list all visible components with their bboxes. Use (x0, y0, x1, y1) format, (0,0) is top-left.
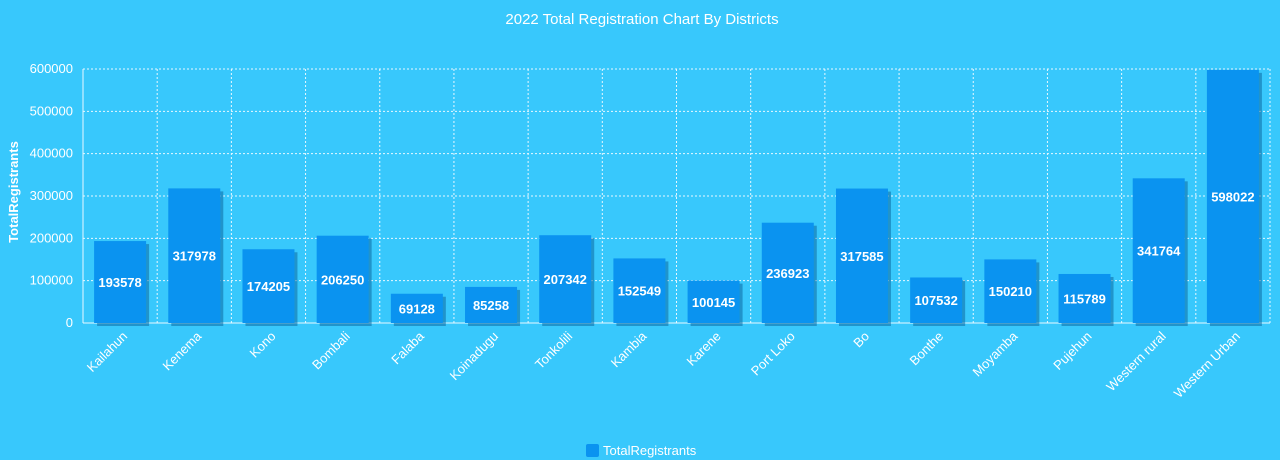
bar-value-label: 317585 (840, 249, 883, 264)
bar[interactable] (539, 235, 592, 323)
x-tick-label: Kailahun (84, 329, 130, 375)
bars: 193578 317978 174205 206250 69128 85258 207342… (94, 69, 1262, 326)
x-tick-label: Bombali (309, 328, 353, 372)
bar[interactable] (910, 277, 963, 323)
bar[interactable] (1206, 69, 1259, 323)
bar-value-label: 207342 (544, 272, 587, 287)
x-tick-label: Tonkolili (532, 328, 575, 371)
bar-value-label: 341764 (1137, 244, 1181, 259)
y-tick-label: 200000 (30, 230, 73, 245)
bar-value-label: 598022 (1211, 189, 1254, 204)
bar-value-label: 115789 (1063, 291, 1106, 306)
bar[interactable] (242, 249, 295, 323)
bar[interactable] (761, 222, 814, 323)
x-tick-label: Moyamba (969, 328, 1021, 380)
bar[interactable] (613, 258, 666, 323)
x-tick-label: Bo (850, 329, 872, 351)
bar-value-label: 174205 (247, 279, 290, 294)
bar-value-label: 206250 (321, 272, 364, 287)
x-tick-label: Western Urban (1171, 329, 1243, 401)
bar[interactable] (687, 280, 740, 323)
y-tick-label: 400000 (30, 146, 73, 161)
bar-value-label: 100145 (692, 295, 735, 310)
bar[interactable] (168, 188, 221, 323)
bar-value-label: 317978 (173, 249, 216, 264)
y-axis-title: TotalRegistrants (6, 141, 21, 243)
x-tick-label: Karene (683, 329, 723, 369)
legend[interactable]: TotalRegistrants (586, 443, 697, 458)
bar[interactable] (835, 188, 888, 323)
bar[interactable] (984, 259, 1037, 323)
bar-value-label: 152549 (618, 284, 661, 299)
bar-value-label: 69128 (399, 301, 435, 316)
y-tick-label: 100000 (30, 273, 73, 288)
chart-title: 2022 Total Registration Chart By Distric… (505, 11, 778, 28)
bar-value-label: 236923 (766, 266, 809, 281)
legend-label[interactable]: TotalRegistrants (603, 443, 697, 458)
bar-value-label: 107532 (914, 293, 957, 308)
y-axis-ticks: 0 100000 200000 300000 400000 500000 600000 (30, 61, 73, 330)
x-tick-label: Western rural (1103, 328, 1169, 394)
bar[interactable] (390, 293, 443, 323)
x-tick-label: Falaba (388, 328, 427, 367)
bar[interactable] (465, 286, 518, 323)
bar[interactable] (1058, 273, 1111, 323)
x-tick-label: Koinadugu (447, 329, 502, 384)
bar[interactable] (1132, 178, 1185, 323)
y-tick-label: 500000 (30, 103, 73, 118)
x-tick-label: Kono (247, 329, 279, 361)
bar[interactable] (94, 241, 147, 323)
x-tick-label: Kenema (160, 328, 205, 373)
bar[interactable] (316, 235, 369, 323)
x-tick-label: Bonthe (907, 329, 947, 369)
bar-value-label: 150210 (989, 284, 1032, 299)
bar-value-label: 85258 (473, 298, 509, 313)
x-tick-label: Port Loko (748, 329, 798, 379)
x-tick-label: Kambia (608, 328, 650, 370)
x-axis-labels: Kailahun Kenema Kono Bombali Falaba Koinadugu… (84, 328, 1243, 401)
legend-swatch[interactable] (586, 444, 599, 457)
y-tick-label: 0 (66, 315, 73, 330)
y-tick-label: 300000 (30, 188, 73, 203)
bar-value-label: 193578 (98, 275, 141, 290)
y-tick-label: 600000 (30, 61, 73, 76)
x-tick-label: Pujehun (1050, 329, 1094, 373)
